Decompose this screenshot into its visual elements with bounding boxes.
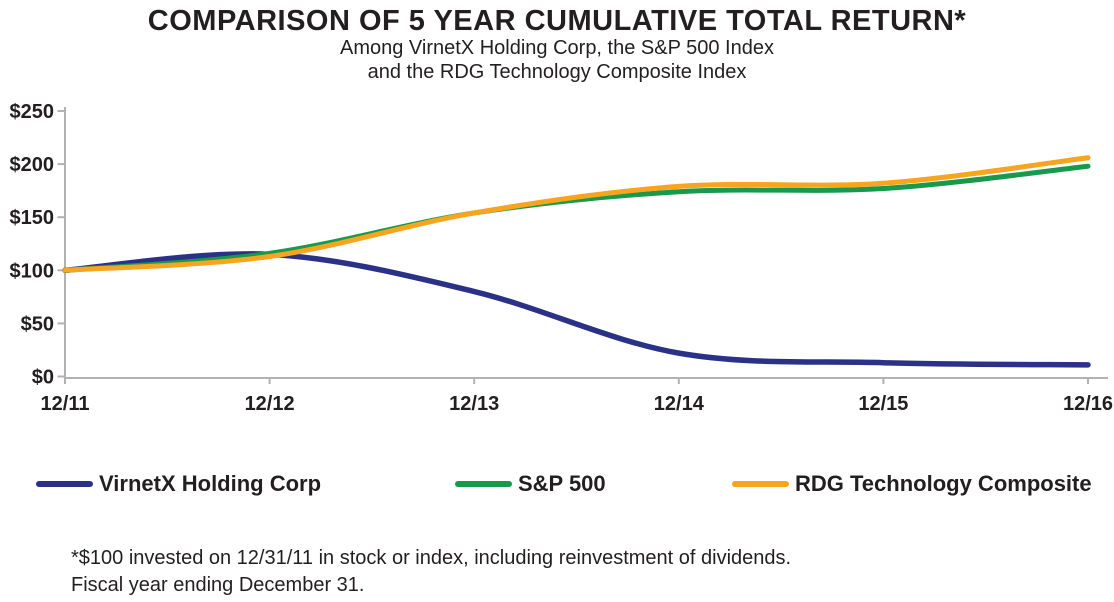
x-axis-label: 12/14	[654, 393, 705, 415]
footnote: *$100 invested on 12/31/11 in stock or i…	[71, 545, 791, 599]
chart-subtitle-line1: Among VirnetX Holding Corp, the S&P 500 …	[340, 37, 774, 59]
y-axis-label: $200	[10, 154, 55, 176]
footnote-line1: *$100 invested on 12/31/11 in stock or i…	[71, 547, 792, 569]
series-line-s-p-500	[62, 163, 1091, 273]
series-line-virnetx-holding-corp	[62, 251, 1091, 368]
chart-title: COMPARISON OF 5 YEAR CUMULATIVE TOTAL RE…	[147, 5, 967, 37]
y-axis-label: $100	[10, 260, 55, 282]
series-line-rdg-technology-composite	[62, 155, 1091, 273]
legend-label-rdg: RDG Technology Composite	[795, 471, 1092, 496]
x-axis-label: 12/13	[449, 393, 499, 415]
y-axis-label: $50	[21, 313, 54, 335]
y-axis-label: $0	[32, 367, 54, 389]
chart-subtitle-line2: and the RDG Technology Composite Index	[367, 61, 747, 83]
legend-item-rdg: RDG Technology Composite	[732, 471, 1092, 497]
y-axis-label: $150	[10, 207, 55, 229]
x-axis-label: 12/11	[41, 393, 90, 415]
chart-subtitle: Among VirnetX Holding Corp, the S&P 500 …	[0, 36, 1114, 84]
y-axis-label: $250	[10, 101, 55, 123]
legend-label-sp500: S&P 500	[518, 471, 606, 496]
x-axis-label: 12/15	[858, 393, 908, 415]
legend-swatch-sp500	[455, 481, 512, 487]
legend-swatch-virnetx	[36, 481, 93, 487]
legend-item-virnetx: VirnetX Holding Corp	[36, 471, 321, 497]
legend-label-virnetx: VirnetX Holding Corp	[99, 471, 322, 496]
legend-item-sp500: S&P 500	[455, 471, 606, 497]
footnote-line2: Fiscal year ending December 31.	[71, 574, 365, 596]
x-axis-label: 12/16	[1063, 393, 1113, 415]
legend-swatch-rdg	[732, 481, 789, 487]
x-axis-label: 12/12	[245, 393, 295, 415]
